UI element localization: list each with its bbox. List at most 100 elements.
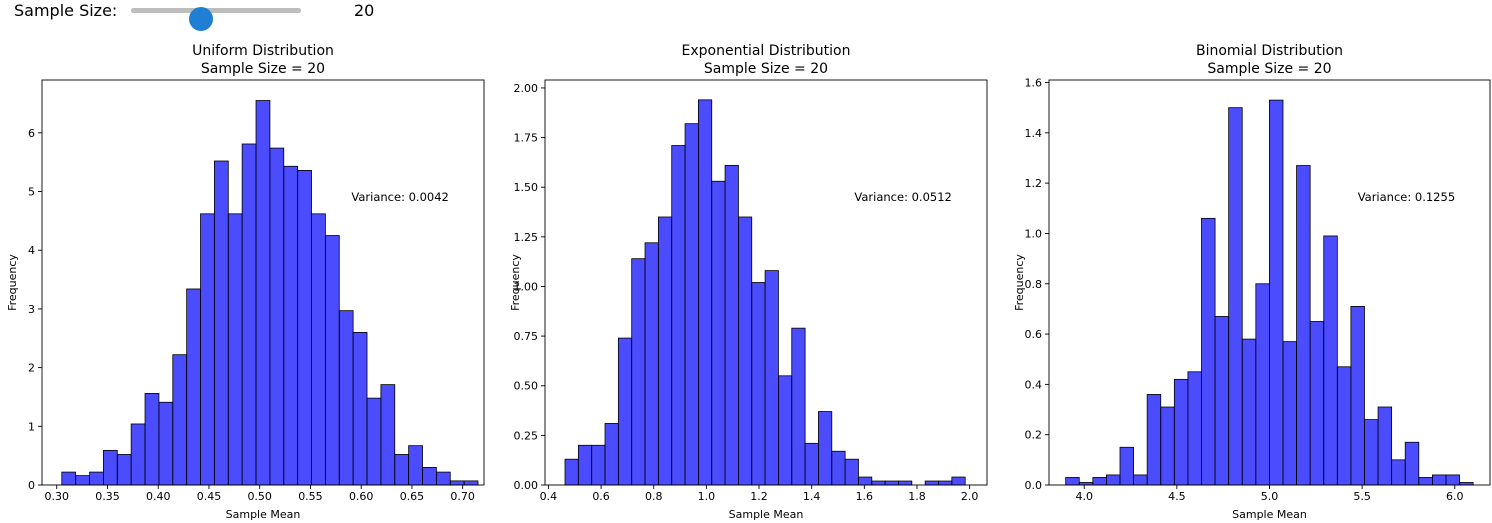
chart-title: Uniform Distribution (192, 43, 334, 59)
histogram-bar (591, 444, 606, 486)
histogram-bar (214, 160, 229, 486)
histogram-bar (394, 454, 410, 486)
x-tick-label: 1.8 (908, 490, 926, 503)
y-tick-label: 0.2 (1025, 429, 1043, 442)
histogram-bar (924, 480, 939, 486)
x-tick-label: 0.8 (645, 490, 663, 503)
histogram-bar (283, 165, 299, 486)
histogram-bar (1391, 459, 1406, 486)
histogram-bar (1228, 107, 1243, 486)
histogram-bar (338, 310, 354, 486)
histogram-bar (1106, 474, 1121, 486)
y-axis-label: Frequency (6, 254, 19, 311)
histogram-bar (1282, 341, 1297, 486)
x-tick-label: 1.0 (698, 490, 716, 503)
x-tick-label: 5.5 (1353, 490, 1371, 503)
histogram-bar (617, 337, 633, 486)
variance-annotation: Variance: 0.1255 (1358, 190, 1455, 204)
sample-size-label: Sample Size: (14, 1, 118, 20)
histogram-bar (1431, 474, 1447, 486)
histogram-bar (1092, 477, 1107, 486)
x-tick-label: 0.6 (592, 490, 610, 503)
y-tick-label: 0.4 (1025, 378, 1043, 391)
x-tick-label: 0.45 (197, 490, 222, 503)
histogram-bar (422, 466, 437, 486)
histogram-bar (463, 480, 479, 486)
histogram-bar (698, 99, 713, 486)
histogram-bar (1241, 338, 1257, 486)
y-tick-label: 1.25 (514, 231, 539, 244)
y-tick-label: 0.75 (514, 330, 539, 343)
histogram-bar (778, 375, 793, 486)
x-tick-label: 6.0 (1446, 490, 1464, 503)
sample-size-slider-row: Sample Size: 20 (0, 0, 600, 31)
y-tick-label: 1 (28, 420, 35, 433)
y-tick-label: 1.2 (1025, 177, 1043, 190)
histogram-bar (227, 213, 243, 486)
histogram-bar (1296, 165, 1311, 486)
histogram-bar (804, 442, 819, 486)
y-tick-label: 3 (28, 303, 35, 316)
y-tick-label: 0.6 (1025, 328, 1043, 341)
x-tick-label: 4.0 (1075, 490, 1093, 503)
slider-thumb[interactable] (188, 7, 213, 31)
x-tick-label: 5.0 (1261, 490, 1279, 503)
chart-title: Exponential Distribution (682, 43, 851, 59)
x-tick-label: 0.35 (95, 490, 120, 503)
histogram-bar (577, 444, 593, 486)
x-tick-label: 1.6 (856, 490, 874, 503)
y-tick-label: 0.00 (514, 479, 539, 492)
histogram-bar (172, 354, 188, 486)
sample-size-slider[interactable] (131, 7, 301, 31)
histogram-bar (366, 397, 382, 486)
histogram-bar (61, 471, 77, 486)
histogram-bar (311, 213, 326, 486)
chart-subtitle: Sample Size = 20 (201, 61, 325, 77)
histogram-bar (671, 145, 686, 486)
histogram-bar (1173, 378, 1189, 486)
x-tick-label: 2.0 (961, 490, 979, 503)
histogram-bar (1269, 99, 1284, 486)
histogram-bar (116, 454, 132, 486)
histogram-bar (1146, 394, 1162, 486)
x-tick-label: 0.30 (44, 490, 69, 503)
y-tick-label: 6 (28, 127, 35, 140)
histogram-bar (1201, 217, 1216, 486)
histogram-bar (1255, 283, 1270, 486)
histogram-bar (186, 288, 201, 486)
x-tick-label: 0.4 (540, 490, 558, 503)
histogram-bar (631, 258, 646, 486)
x-tick-label: 0.65 (400, 490, 425, 503)
y-tick-label: 0.50 (514, 380, 539, 393)
histogram-bar (1160, 406, 1175, 486)
histogram-bar (791, 327, 806, 486)
histogram-bar (724, 164, 739, 486)
y-tick-label: 5 (28, 186, 35, 199)
histogram-bar (938, 480, 953, 486)
histogram-bar (144, 393, 160, 486)
histogram-bar (844, 458, 859, 486)
histogram-bar (380, 384, 396, 486)
variance-annotation: Variance: 0.0042 (351, 190, 448, 204)
chart-subtitle: Sample Size = 20 (1207, 61, 1331, 77)
y-tick-label: 1.50 (514, 181, 539, 194)
y-tick-label: 0.0 (1025, 479, 1043, 492)
histogram-bar (711, 180, 726, 486)
histogram-bar (604, 423, 619, 486)
histogram-bar (1350, 305, 1365, 486)
sample-size-value: 20 (354, 1, 375, 20)
histogram-bar (1418, 477, 1433, 486)
histogram-bar (1119, 446, 1134, 486)
histogram-bar (1214, 316, 1230, 486)
y-tick-label: 0.25 (514, 429, 539, 442)
histogram-bar (751, 282, 766, 486)
chart-title: Binomial Distribution (1196, 43, 1343, 59)
histogram-bar (1336, 366, 1352, 486)
plot-frame (544, 79, 988, 486)
histogram-bar (684, 123, 699, 486)
y-tick-label: 4 (28, 244, 35, 257)
histogram-bar (1065, 477, 1080, 486)
histogram-bar (130, 423, 146, 486)
x-tick-label: 0.40 (146, 490, 171, 503)
